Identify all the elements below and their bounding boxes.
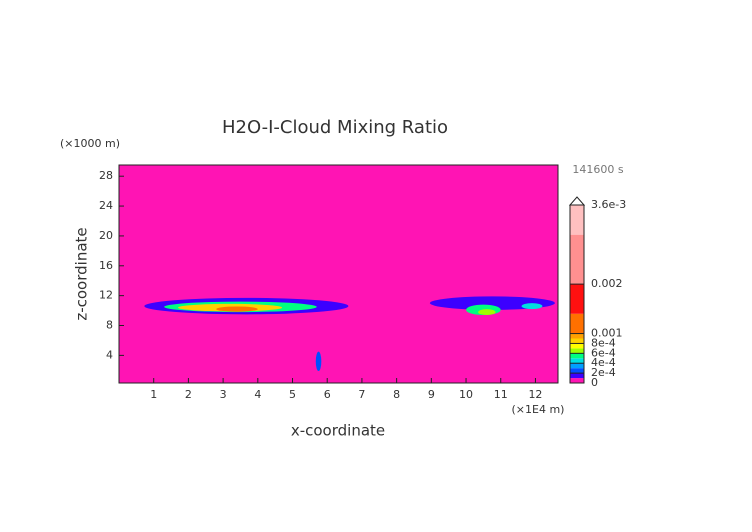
contour-region: [521, 303, 543, 310]
colorbar-band: [570, 313, 584, 334]
x-tick-label: 10: [459, 388, 473, 401]
x-tick-label: 11: [494, 388, 508, 401]
y-tick-label: 8: [106, 319, 113, 332]
colorbar-tick-label: 0.002: [591, 277, 623, 290]
colorbar-band: [570, 205, 584, 235]
colorbar-band: [570, 373, 584, 379]
y-tick-label: 24: [99, 199, 113, 212]
y-tick-label: 12: [99, 289, 113, 302]
plot-background: [119, 165, 558, 383]
x-tick-label: 6: [324, 388, 331, 401]
colorbar-tick-label: 0.001: [591, 327, 623, 340]
chart-title: H2O-I-Cloud Mixing Ratio: [222, 117, 448, 138]
colorbar-band: [570, 284, 584, 314]
y-tick-label: 16: [99, 259, 113, 272]
colorbar-band: [570, 234, 584, 285]
colorbar-tick-label: 3.6e-3: [591, 198, 626, 211]
x-unit: (×1E4 m): [512, 403, 565, 416]
x-tick-label: 3: [220, 388, 227, 401]
colorbar-band: [570, 368, 584, 374]
colorbar-band: [570, 333, 584, 339]
x-tick-label: 12: [528, 388, 542, 401]
colorbar-band: [570, 338, 584, 344]
y-tick-label: 20: [99, 229, 113, 242]
x-tick-label: 8: [393, 388, 400, 401]
contour-region: [216, 306, 258, 312]
y-unit: (×1000 m): [60, 137, 120, 150]
x-axis-label: x-coordinate: [291, 422, 385, 440]
colorbar-extension: [568, 196, 586, 206]
y-tick-label: 28: [99, 169, 113, 182]
colorbar-tick-label: 6e-4: [591, 346, 616, 359]
time-label: 141600 s: [572, 163, 623, 176]
colorbar-band: [570, 358, 584, 364]
x-tick-label: 9: [428, 388, 435, 401]
colorbar-band: [570, 353, 584, 359]
y-axis-label: z-coordinate: [73, 227, 91, 320]
y-tick-label: 4: [106, 348, 113, 361]
colorbar-tick-label: 2e-4: [591, 366, 616, 379]
colorbar-band: [570, 348, 584, 354]
colorbar-band: [570, 378, 584, 383]
x-tick-label: 4: [254, 388, 261, 401]
x-tick-label: 5: [289, 388, 296, 401]
plot-frame: [118, 164, 559, 384]
contour-region: [315, 351, 322, 372]
x-tick-label: 2: [185, 388, 192, 401]
x-tick-label: 1: [150, 388, 157, 401]
colorbar-tick-label: 0: [591, 376, 598, 389]
x-tick-label: 7: [358, 388, 365, 401]
colorbar-band: [570, 343, 584, 349]
colorbar-tick-label: 8e-4: [591, 336, 616, 349]
contour-region: [478, 309, 496, 316]
colorbar-band: [570, 363, 584, 369]
colorbar-tick-label: 4e-4: [591, 356, 616, 369]
